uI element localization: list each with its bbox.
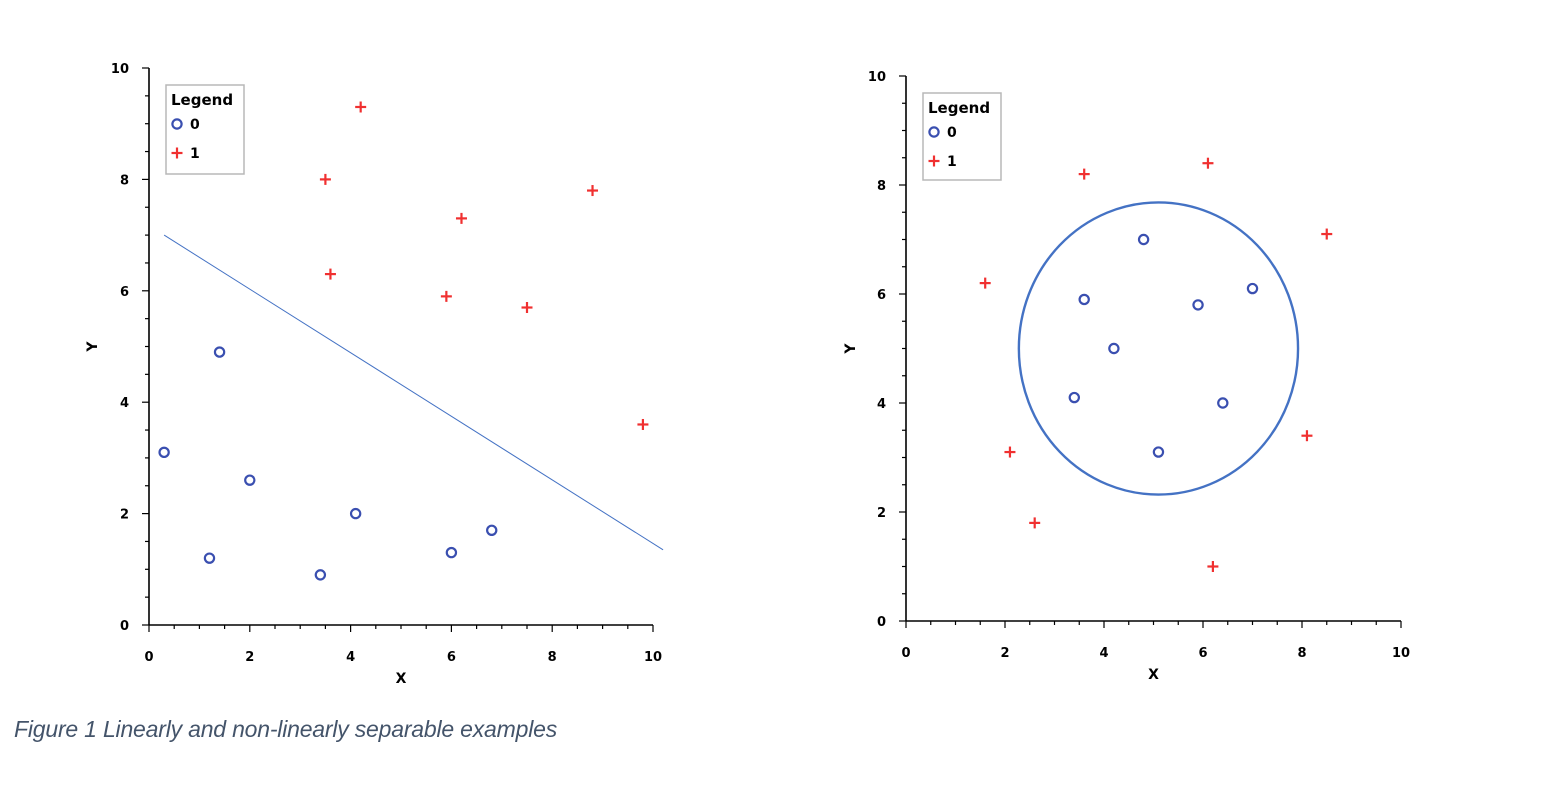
point-class-1 (455, 212, 467, 224)
point-class-1 (521, 302, 533, 314)
point-class-1 (1078, 168, 1090, 180)
legend-title: Legend (928, 99, 990, 117)
point-class-0 (314, 569, 327, 581)
point-class-0 (244, 474, 256, 486)
point-class-0 (1108, 342, 1120, 355)
point-class-1 (319, 173, 331, 185)
y-tick-label: 8 (120, 173, 129, 188)
point-class-1 (355, 101, 367, 113)
point-class-0 (1217, 397, 1229, 409)
point-class-1 (1301, 430, 1313, 442)
legend-marker-0 (171, 118, 183, 130)
point-class-1 (979, 277, 991, 289)
y-tick-label: 0 (877, 615, 886, 630)
x-tick-label: 0 (901, 646, 910, 661)
point-class-0 (1137, 233, 1150, 246)
point-class-1 (324, 268, 336, 280)
legend-title: Legend (171, 91, 233, 109)
y-tick-label: 4 (877, 397, 886, 412)
y-tick-label: 8 (877, 179, 886, 194)
y-tick-label: 2 (877, 506, 886, 521)
point-class-1 (637, 418, 649, 430)
legend-marker-1 (171, 147, 183, 159)
point-class-1 (440, 290, 452, 302)
legend: Legend 0 1 (922, 92, 1002, 181)
y-tick-label: 6 (120, 285, 129, 300)
point-class-0 (1078, 293, 1090, 306)
figure-caption: Figure 1 Linearly and non-linearly separ… (14, 716, 557, 742)
point-class-0 (445, 546, 458, 559)
point-class-1 (1321, 228, 1333, 240)
point-class-0 (349, 507, 362, 520)
x-axis-label: X (1148, 667, 1159, 683)
point-class-1 (587, 185, 599, 197)
point-class-1 (1004, 446, 1016, 458)
x-tick-label: 4 (1099, 646, 1108, 661)
x-tick-label: 0 (144, 650, 153, 665)
y-axis-label: Y (85, 341, 101, 353)
point-class-0 (486, 524, 498, 537)
legend-entry-label: 1 (947, 154, 957, 170)
x-tick-label: 10 (1392, 646, 1410, 661)
y-tick-label: 0 (120, 619, 129, 634)
y-tick-label: 10 (868, 70, 886, 85)
x-axis-label: X (396, 671, 407, 687)
point-class-0 (158, 446, 170, 459)
y-tick-label: 2 (120, 508, 129, 523)
point-class-0 (1246, 282, 1259, 295)
decision-boundary-line (163, 234, 664, 551)
chart-left-linear: 0 2 4 6 8 10 0 2 4 6 8 10 X Y Legend 0 1 (85, 62, 664, 687)
x-tick-label: 8 (1297, 646, 1306, 661)
point-class-0 (203, 552, 216, 564)
point-class-0 (1192, 299, 1204, 311)
x-tick-label: 2 (245, 650, 254, 665)
legend-marker-0 (928, 126, 940, 138)
x-tick-label: 6 (1198, 646, 1207, 661)
decision-boundary-circle (1017, 201, 1300, 496)
x-tick-label: 4 (346, 650, 355, 665)
legend-entry-label: 1 (190, 146, 200, 162)
x-tick-label: 10 (644, 650, 662, 665)
y-axis-label: Y (843, 343, 859, 355)
y-tick-label: 6 (877, 288, 886, 303)
x-tick-label: 6 (447, 650, 456, 665)
point-class-0 (213, 346, 226, 358)
legend-entry-label: 0 (947, 125, 957, 141)
legend-entry-label: 0 (190, 117, 200, 133)
point-class-1 (1029, 517, 1041, 529)
x-tick-label: 2 (1000, 646, 1009, 661)
chart-right-nonlinear: 0 2 4 6 8 10 0 2 4 6 8 10 X Y Legend 0 1 (843, 70, 1410, 683)
point-class-1 (1202, 157, 1214, 169)
x-tick-label: 8 (548, 650, 557, 665)
legend-box (165, 84, 245, 175)
point-class-1 (1207, 561, 1219, 572)
legend-marker-1 (928, 155, 940, 167)
point-class-0 (1152, 446, 1165, 458)
point-class-0 (1068, 391, 1081, 404)
y-tick-label: 10 (111, 62, 129, 77)
legend: Legend 0 1 (165, 84, 245, 175)
y-tick-label: 4 (120, 396, 129, 411)
